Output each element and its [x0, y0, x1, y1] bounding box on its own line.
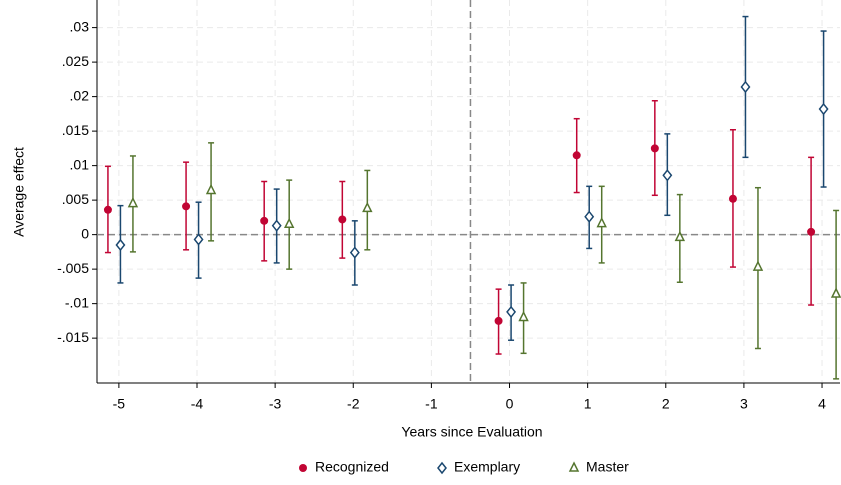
point: [584, 210, 595, 223]
x-tick-label: -1: [425, 396, 438, 412]
point: [740, 80, 751, 94]
point: [518, 310, 529, 322]
legend-label: Recognized: [315, 459, 389, 475]
point: [662, 169, 673, 182]
point: [115, 238, 126, 252]
y-tick-label: .03: [70, 18, 90, 34]
point: [818, 102, 829, 116]
y-tick-label: .01: [70, 156, 90, 172]
y-tick-label: .005: [62, 191, 89, 207]
y-tick-label: -.005: [57, 260, 89, 276]
point: [752, 260, 764, 271]
x-axis-title: Years since Evaluation: [401, 424, 542, 440]
point: [807, 227, 816, 236]
point: [205, 183, 217, 195]
y-tick-label: .015: [62, 122, 89, 138]
y-axis-title: Average effect: [11, 147, 27, 237]
point: [830, 287, 841, 298]
y-tick-label: -.01: [65, 294, 89, 310]
point: [260, 216, 269, 225]
x-tick-label: 2: [662, 396, 670, 412]
x-tick-label: -5: [113, 396, 126, 412]
legend-label: Exemplary: [454, 459, 520, 475]
point: [283, 217, 295, 229]
x-tick-label: 0: [506, 396, 514, 412]
point: [193, 233, 204, 246]
point: [728, 194, 737, 203]
x-tick-label: 4: [818, 396, 826, 412]
point: [650, 144, 659, 153]
legend-label: Master: [586, 459, 629, 475]
x-tick-label: -2: [347, 396, 360, 412]
point: [182, 202, 191, 211]
point: [506, 305, 517, 319]
legend-marker: [299, 464, 307, 472]
y-tick-label: .02: [70, 87, 90, 103]
point: [127, 196, 139, 208]
point: [596, 216, 607, 228]
point: [338, 215, 347, 224]
x-tick-label: -3: [269, 396, 282, 412]
x-tick-label: -4: [191, 396, 204, 412]
x-tick-label: 3: [740, 396, 748, 412]
point: [362, 201, 373, 213]
legend-marker: [568, 461, 580, 472]
point: [349, 246, 360, 259]
x-tick-label: 1: [584, 396, 592, 412]
point: [674, 230, 686, 242]
y-tick-label: .025: [62, 53, 89, 69]
point: [103, 205, 112, 214]
legend-marker: [437, 461, 447, 475]
point: [572, 151, 581, 160]
point: [494, 316, 503, 325]
point: [271, 219, 282, 232]
y-tick-label: 0: [81, 225, 89, 241]
y-tick-label: -.015: [57, 329, 89, 345]
